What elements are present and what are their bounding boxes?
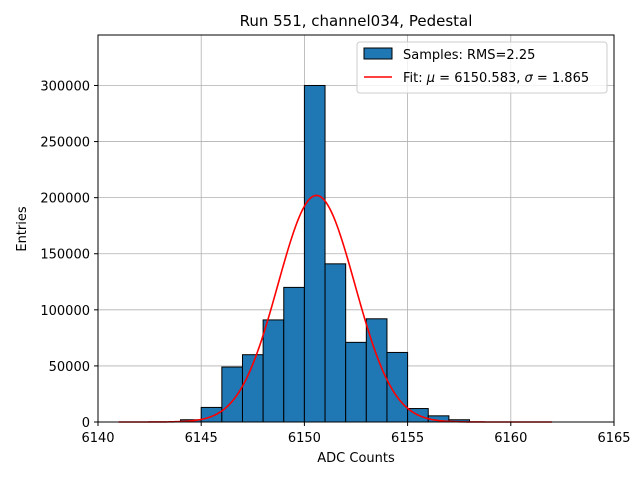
y-axis-label: Entries	[15, 206, 30, 252]
legend: Samples: RMS=2.25 Fit: μ = 6150.583, σ =…	[356, 41, 608, 94]
y-tick-label: 250000	[40, 136, 90, 151]
x-axis-label: ADC Counts	[317, 451, 395, 466]
histogram-bar	[324, 263, 347, 423]
histogram-bar	[262, 319, 285, 423]
chart-title: Run 551, channel034, Pedestal	[240, 12, 473, 30]
y-tick-label: 150000	[40, 248, 90, 263]
y-tick-label: 100000	[40, 304, 90, 319]
axis-ticks: 6140 6145 6150 6155 6160 6165 0 50000 100000 1500…	[40, 79, 630, 446]
x-tick-label: 6150	[288, 431, 321, 446]
x-tick-label: 6160	[494, 431, 527, 446]
histogram-bar	[283, 286, 305, 423]
histogram-bar	[200, 406, 223, 423]
legend-histogram-label: Samples: RMS=2.25	[403, 48, 535, 63]
legend-fit-label: Fit: μ = 6150.583, σ = 1.865	[403, 71, 589, 86]
y-tick-label: 50000	[49, 360, 90, 375]
legend-histogram-swatch	[363, 47, 393, 60]
y-tick-label: 300000	[40, 79, 90, 94]
x-tick-label: 6140	[81, 431, 114, 446]
histogram-bar	[221, 366, 243, 423]
x-tick-label: 6165	[597, 431, 630, 446]
histogram-bar	[345, 341, 367, 423]
x-tick-label: 6155	[391, 431, 424, 446]
plot-frame	[97, 34, 615, 423]
histogram-bars	[180, 84, 471, 423]
legend-box	[356, 41, 608, 94]
histogram-bar	[303, 84, 326, 423]
y-tick-label: 0	[82, 416, 90, 431]
x-tick-label: 6145	[185, 431, 218, 446]
y-tick-label: 200000	[40, 192, 90, 207]
